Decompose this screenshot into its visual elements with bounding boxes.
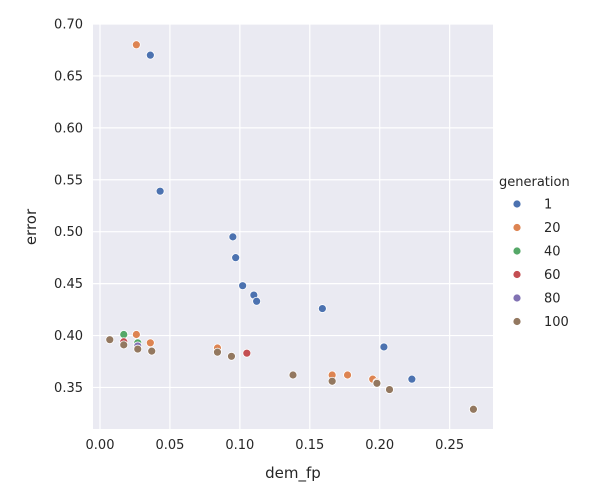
data-point-gen-1 <box>379 342 389 352</box>
legend-marker-100 <box>512 317 522 326</box>
data-point-gen-100 <box>372 378 382 388</box>
legend-label-60: 60 <box>544 268 561 283</box>
data-point-gen-100 <box>469 404 478 414</box>
data-point-gen-20 <box>343 370 352 380</box>
x-axis-label: dem_fp <box>265 464 321 483</box>
y-tick-label: 0.40 <box>54 329 83 344</box>
data-point-gen-1 <box>228 232 238 242</box>
data-point-gen-60 <box>242 348 252 358</box>
data-point-gen-1 <box>238 281 248 291</box>
data-point-gen-40 <box>119 330 129 339</box>
legend-label-20: 20 <box>544 221 561 236</box>
legend-marker-20 <box>512 223 522 232</box>
data-point-gen-100 <box>385 385 394 394</box>
y-tick-labels: 0.35 0.40 0.45 0.50 0.55 0.60 0.65 0.70 <box>54 18 83 396</box>
data-point-gen-20 <box>131 40 141 50</box>
y-tick-label: 0.45 <box>54 277 83 292</box>
legend-marker-1 <box>512 199 522 209</box>
legend-marker-80 <box>512 293 522 303</box>
data-point-gen-100 <box>327 376 337 386</box>
data-point-gen-1 <box>407 374 417 384</box>
y-tick-label: 0.35 <box>54 381 83 396</box>
x-tick-labels: 0.00 0.05 0.10 0.15 0.20 0.25 <box>86 438 465 453</box>
data-points <box>105 40 478 414</box>
y-tick-label: 0.55 <box>54 173 83 188</box>
legend-marker-40 <box>512 246 522 256</box>
x-tick-label: 0.10 <box>225 438 254 453</box>
data-point-gen-20 <box>145 338 155 348</box>
data-point-gen-100 <box>147 346 157 356</box>
legend-label-40: 40 <box>544 245 561 260</box>
data-point-gen-100 <box>105 335 115 345</box>
y-tick-label: 0.65 <box>54 69 83 84</box>
data-point-gen-1 <box>145 50 155 60</box>
x-tick-label: 0.25 <box>435 438 464 453</box>
y-tick-label: 0.50 <box>54 225 83 240</box>
data-point-gen-100 <box>119 340 129 350</box>
data-point-gen-100 <box>213 347 222 357</box>
legend-label-80: 80 <box>544 292 561 307</box>
x-tick-label: 0.20 <box>365 438 394 453</box>
legend: generation 1 20 40 60 80 100 <box>499 175 570 330</box>
plot-area <box>93 24 493 429</box>
data-point-gen-1 <box>252 296 262 306</box>
data-point-gen-100 <box>288 370 298 380</box>
y-tick-label: 0.60 <box>54 121 83 136</box>
y-tick-label: 0.70 <box>54 18 83 33</box>
data-point-gen-20 <box>131 330 141 339</box>
data-point-gen-1 <box>317 304 327 313</box>
data-point-gen-1 <box>231 253 241 263</box>
legend-label-100: 100 <box>544 315 569 330</box>
x-gridlines <box>99 24 451 429</box>
x-tick-label: 0.00 <box>86 438 115 453</box>
y-axis-label: error <box>22 208 40 245</box>
legend-marker-60 <box>512 270 522 279</box>
data-point-gen-1 <box>155 186 165 196</box>
x-tick-label: 0.15 <box>295 438 324 453</box>
y-gridlines <box>93 23 493 389</box>
data-point-gen-100 <box>227 351 236 361</box>
x-tick-label: 0.05 <box>155 438 184 453</box>
legend-title: generation <box>499 175 570 190</box>
legend-label-1: 1 <box>544 198 552 213</box>
data-point-gen-100 <box>133 344 143 354</box>
